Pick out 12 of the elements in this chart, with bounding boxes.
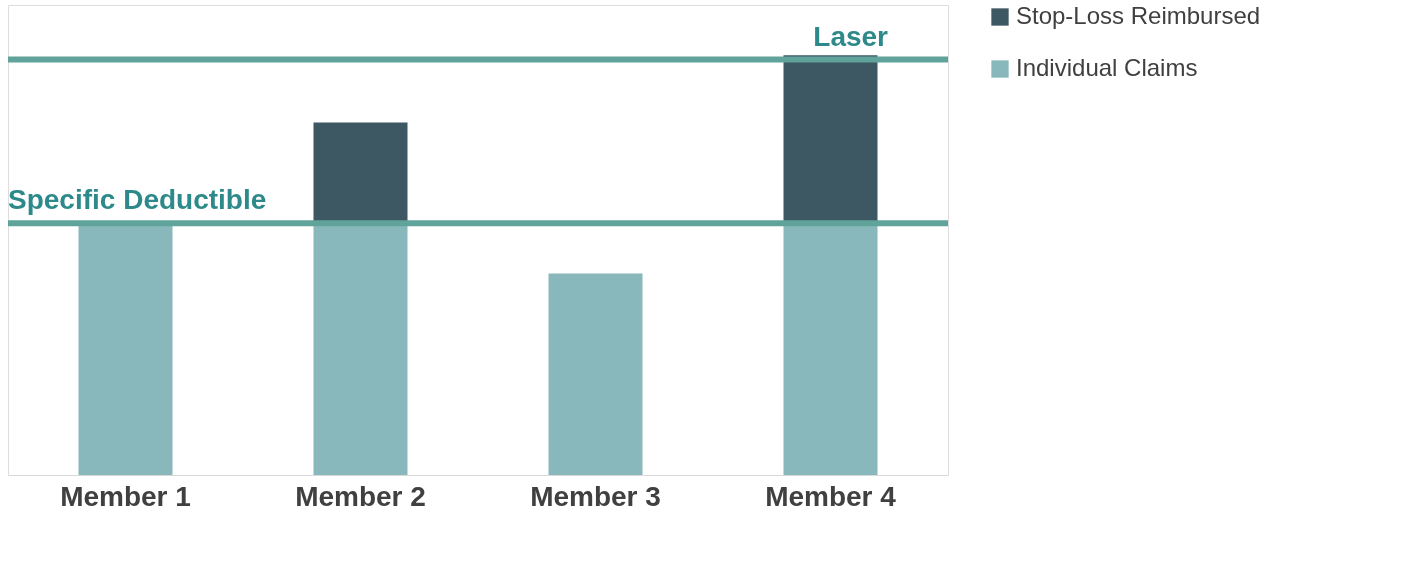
x-tick-label: Member 3 bbox=[530, 480, 661, 512]
bar bbox=[548, 273, 643, 475]
bar bbox=[783, 223, 878, 475]
legend-label: Stop-Loss Reimbursed bbox=[1016, 2, 1261, 29]
bar bbox=[78, 223, 173, 475]
x-tick-label: Member 1 bbox=[60, 480, 191, 512]
ref-line-label: Specific Deductible bbox=[8, 184, 267, 216]
x-tick-label: Member 4 bbox=[765, 480, 897, 512]
x-tick-label: Member 2 bbox=[295, 480, 426, 512]
ref-line-label: Laser bbox=[813, 20, 889, 52]
legend-label: Individual Claims bbox=[1016, 54, 1198, 81]
bar bbox=[313, 223, 408, 475]
